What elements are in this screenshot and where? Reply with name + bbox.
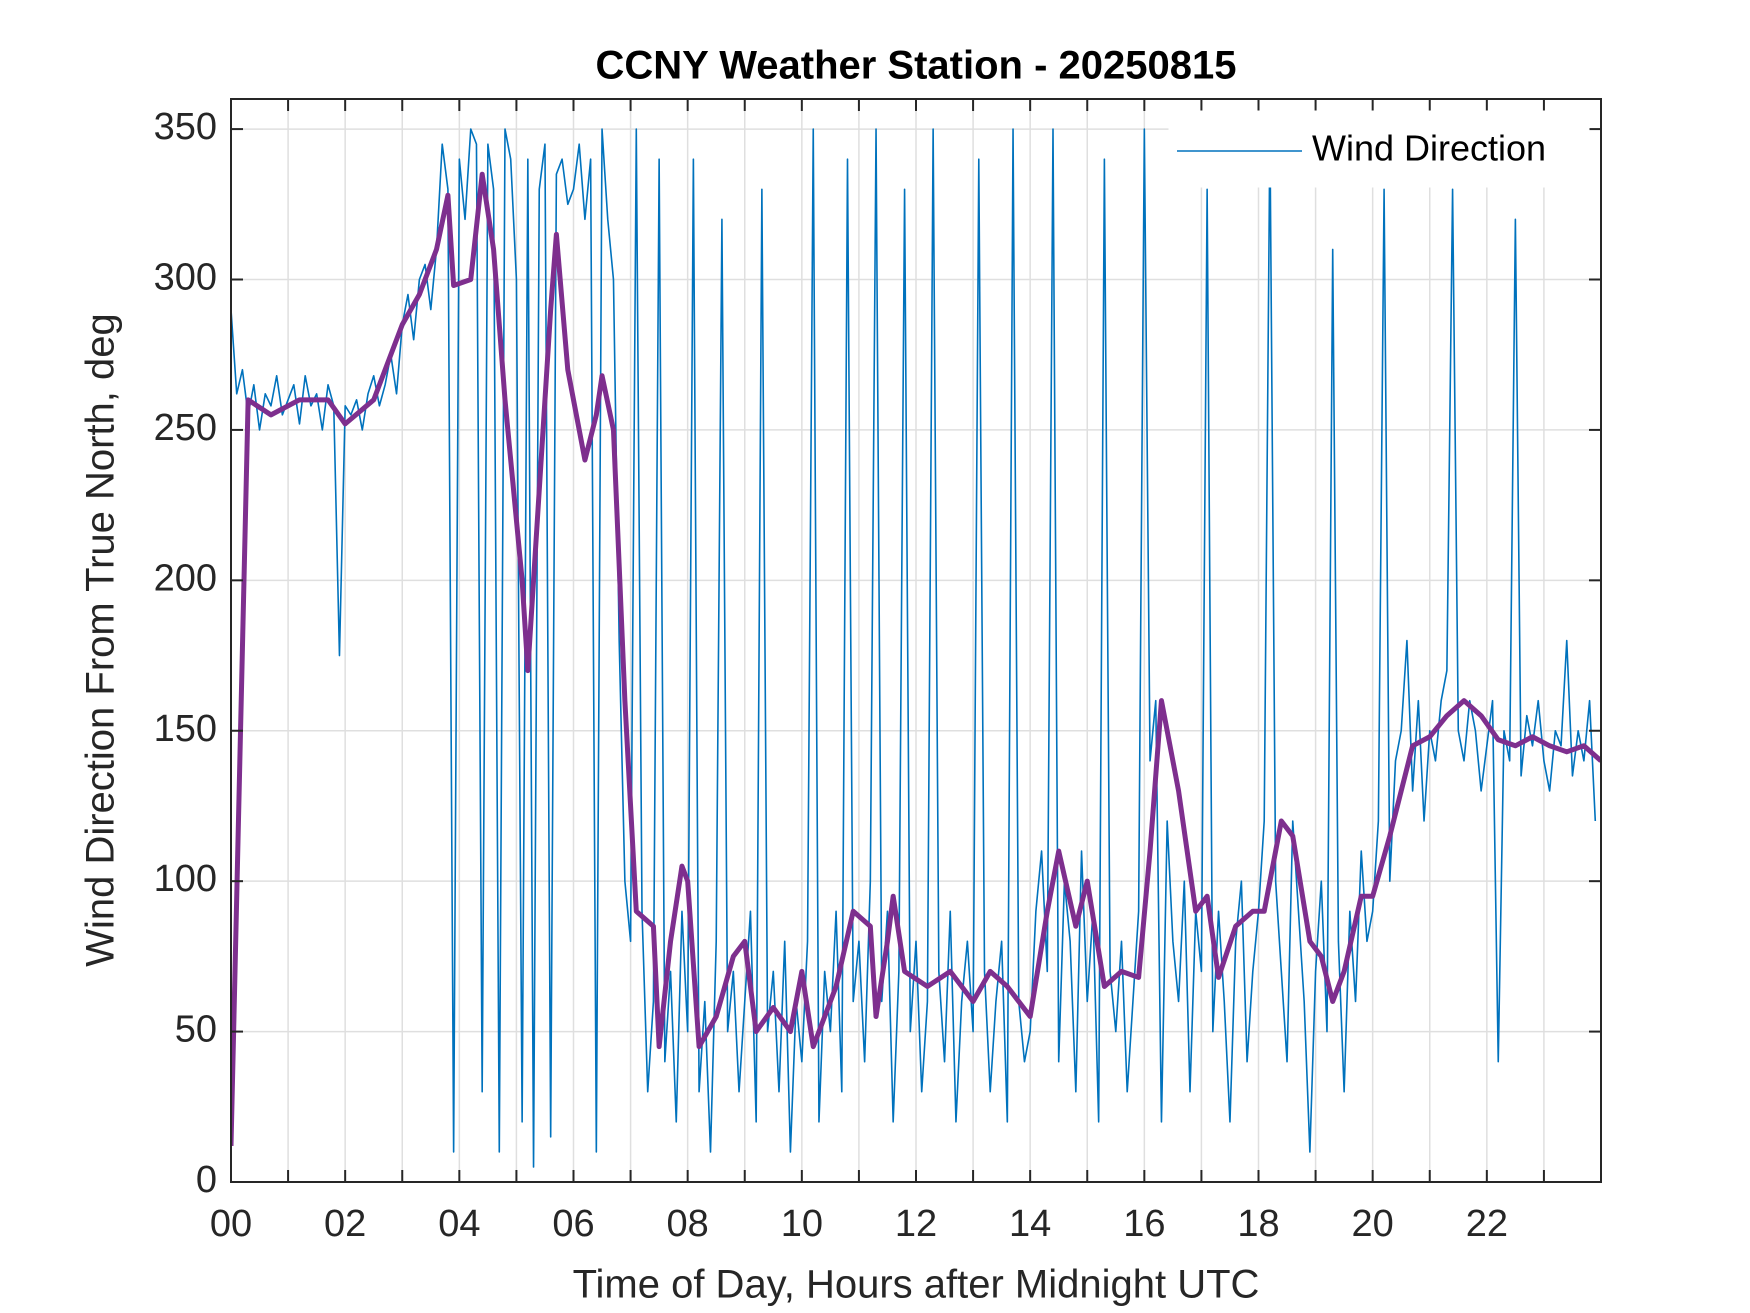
y-tick-label: 300 [154,257,217,299]
x-tick-label: 18 [1237,1203,1279,1245]
y-axis-label: Wind Direction From True North, deg [79,313,123,967]
x-tick-label: 02 [324,1203,366,1245]
x-tick-label: 08 [667,1203,709,1245]
chart-title: CCNY Weather Station - 20250815 [596,44,1237,88]
x-tick-label: 16 [1123,1203,1165,1245]
y-tick-label: 150 [154,708,217,750]
legend-label: Wind Direction [1312,128,1546,169]
data-line [231,171,1601,1146]
legend-box [1168,110,1590,188]
x-tick-label: 20 [1352,1203,1394,1245]
y-tick-label: 100 [154,858,217,900]
data-line [231,128,1597,1168]
x-tick-label: 12 [895,1203,937,1245]
x-tick-label: 00 [210,1203,252,1245]
x-tick-label: 14 [1009,1203,1051,1245]
x-tick-label: 22 [1466,1203,1508,1245]
y-tick-label: 350 [154,106,217,148]
x-tick-label: 04 [438,1203,480,1245]
y-tick-label: 0 [196,1159,217,1201]
x-axis-label: Time of Day, Hours after Midnight UTC [573,1263,1260,1307]
x-tick-label: 10 [781,1203,823,1245]
y-tick-label: 250 [154,407,217,449]
y-tick-label: 50 [175,1009,217,1051]
y-tick-label: 200 [154,557,217,599]
x-tick-label: 06 [552,1203,594,1245]
